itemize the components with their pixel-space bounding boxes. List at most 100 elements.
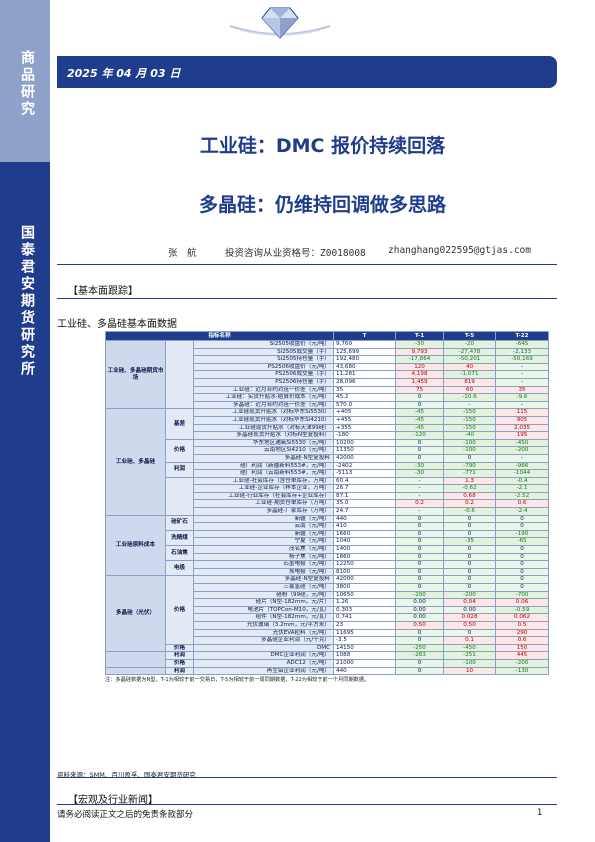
indicator-name-cell: DMC企业利润（元/吨） xyxy=(192,651,335,660)
value-t5-cell: 40 xyxy=(443,362,497,372)
value-t22-cell: -200 xyxy=(495,446,550,455)
value-t22-cell: 35 xyxy=(495,385,550,395)
indicator-name-cell: 工业硅-企业库存（样本企业，万吨） xyxy=(192,484,335,493)
value-t1-cell: -30 xyxy=(395,340,445,349)
row-subgroup-label: 石油焦 xyxy=(165,545,194,562)
table-header-row: 指标名称 T T-1 T-5 T-22 xyxy=(104,331,550,341)
value-t22-cell: -966 xyxy=(495,461,550,471)
indicator-name-cell: 多晶硅：近月合约对连一价差（元/吨） xyxy=(192,400,335,410)
value-t5-cell: 0 xyxy=(443,453,497,463)
table-row: 三氯氢硅（元/吨） 3800 0 0 0 xyxy=(106,583,550,592)
value-t-cell: 35.0 xyxy=(333,499,397,509)
value-t-cell: 10200 xyxy=(333,438,397,448)
value-t-cell: 9,760 xyxy=(333,340,397,349)
value-t5-cell: -1,071 xyxy=(443,370,497,379)
value-t5-cell: -150 xyxy=(443,408,497,417)
value-t-cell: -2402 xyxy=(333,461,397,471)
author-divider xyxy=(57,264,557,265)
table-row: 利润 再生铝企业利润（元/吨） 440 0 10 -130 xyxy=(105,666,550,676)
indicator-name-cell: PS2506成交量（手） xyxy=(192,370,335,379)
value-t5-cell: -200 xyxy=(443,590,497,600)
table-row: 价格 DMC 14150 -250 -450 150 xyxy=(106,643,550,653)
table-row: 利润 DMC企业利润（元/吨） 1088 -263 -251 445 xyxy=(105,651,550,668)
indicator-name-cell: 工业硅-行业库存（社会库存+企业库存） xyxy=(192,491,335,501)
value-t-cell: 45.2 xyxy=(333,393,397,402)
indicator-name-cell: 工业硅-社会库存（含仓单库存，万吨） xyxy=(192,476,335,486)
value-t5-cell: 0 xyxy=(443,560,497,569)
value-t22-cell: 0 xyxy=(495,567,550,577)
value-t22-cell: 150 xyxy=(495,643,550,653)
row-subgroup-label: 利润 xyxy=(165,666,194,676)
value-t22-cell: - xyxy=(495,400,550,410)
section-basic-heading: 【基本面跟踪】 xyxy=(68,286,138,297)
main-title: 工业硅：DMC 报价持续回落 xyxy=(199,135,446,157)
indicator-name-cell: 多晶硅-N型复投料 xyxy=(192,575,335,584)
value-t1-cell: 0 xyxy=(395,628,445,638)
value-t1-cell: 0 xyxy=(395,393,445,402)
indicator-name-cell: 多晶硅-N型复投料 xyxy=(192,453,335,463)
value-t5-cell: 0 xyxy=(443,545,497,554)
header-t5: T-5 xyxy=(443,331,497,341)
author-email[interactable]: zhanghang022595@gtjas.com xyxy=(388,245,531,256)
value-t5-cell: -251 xyxy=(443,651,497,660)
value-t5-cell: 0 xyxy=(443,575,497,584)
value-t22-cell: -1044 xyxy=(495,469,550,478)
value-t1-cell: 120 xyxy=(395,362,445,372)
fundamentals-table: 指标名称 T T-1 T-5 T-22 工业硅、多晶硅期货市场 Si2505收盘价… xyxy=(104,331,550,683)
table-row: 多晶硅现货升贴水（对标N型复投料） -180 -120 -40 195 xyxy=(106,431,550,440)
value-t1-cell: -45 xyxy=(395,408,445,417)
indicator-name-cell: 华东地区通氧Si5530（元/吨） xyxy=(192,438,335,448)
value-t-cell: 21000 xyxy=(333,658,397,668)
value-t-cell: 1088 xyxy=(333,651,397,660)
indicator-name-cell: 组件（N型-182mm，元/瓦） xyxy=(192,613,335,622)
value-t-cell: 26.7 xyxy=(333,484,397,493)
value-t1-cell: 0.00 xyxy=(395,613,445,622)
page-number: 1 xyxy=(537,808,543,818)
value-t5-cell: 0 xyxy=(443,522,497,531)
value-t22-cell: 0 xyxy=(495,583,550,592)
value-t1-cell: - xyxy=(395,484,445,493)
value-t22-cell: -190 xyxy=(495,529,550,539)
sub-title: 多晶硅：仍维持回调做多思路 xyxy=(198,194,446,216)
value-t-cell: +455 xyxy=(333,415,397,425)
row-subgroup-label xyxy=(165,476,194,516)
value-t1-cell: 9,793 xyxy=(395,347,445,357)
table-row: 宁夏（元/吨） 1040 0 -35 -65 xyxy=(106,537,550,547)
value-t5-cell: 0 xyxy=(443,628,497,638)
indicator-name-cell: 多晶硅现货升贴水（对标N型复投料） xyxy=(192,431,335,440)
indicator-name-cell: 硅厂利润（新疆新料553#，元/吨） xyxy=(192,461,335,471)
value-t1-cell: 0 xyxy=(395,560,445,569)
value-t22-cell: -2.4 xyxy=(495,507,550,516)
indicator-name-cell: 电池片（TOPCon-M10，元/瓦） xyxy=(192,605,335,615)
value-t1-cell: - xyxy=(395,476,445,486)
table-row: 工业硅现货升贴水（对标华东Si4210） +455 -45 -150 905 xyxy=(106,415,550,425)
value-t1-cell: -17,864 xyxy=(395,355,445,364)
value-t22-cell: 0.6 xyxy=(495,636,550,645)
table-row: 电极 石墨电极（元/吨） 12250 0 0 0 xyxy=(106,560,550,577)
indicator-name-cell: 工业硅现货升贴水（对标华东Si5530） xyxy=(192,408,335,417)
value-t1-cell: 0 xyxy=(395,529,445,539)
value-t1-cell: -263 xyxy=(395,651,445,660)
value-t1-cell: -30 xyxy=(395,461,445,471)
value-t1-cell: 0.00 xyxy=(395,605,445,615)
value-t22-cell: -450 xyxy=(495,438,550,448)
value-t22-cell: 2,035 xyxy=(495,423,550,433)
value-t1-cell: 75 xyxy=(395,385,445,395)
value-t22-cell: - xyxy=(495,453,550,463)
table-row: 多晶硅-N型复投料 42000 0 0- xyxy=(106,453,550,463)
value-t5-cell: -0.6 xyxy=(443,507,497,516)
value-t5-cell: 0.04 xyxy=(443,598,497,607)
value-t22-cell: -0.59 xyxy=(495,605,550,615)
value-t1-cell: 4,198 xyxy=(395,370,445,379)
indicator-name-cell: 工业硅现货升贴水（对标天津99硅） xyxy=(192,423,335,433)
row-group-label: 工业硅、多晶硅期货市场 xyxy=(105,339,166,410)
value-t-cell: 192,480 xyxy=(333,355,397,364)
value-t22-cell: 0 xyxy=(495,545,550,554)
indicator-name-cell: 工业硅：近月合约对连一价差（元/吨） xyxy=(192,385,335,395)
value-t1-cell: 0 xyxy=(395,537,445,547)
value-t5-cell: 60 xyxy=(443,385,497,395)
value-t5-cell: 0.00 xyxy=(443,605,497,615)
value-t-cell: 60.4 xyxy=(333,476,397,486)
value-t1-cell: 0 xyxy=(395,666,445,676)
table-row: 工业硅-社会库存（含仓单库存，万吨） 60.4-1.3 -0.4 xyxy=(106,476,550,516)
